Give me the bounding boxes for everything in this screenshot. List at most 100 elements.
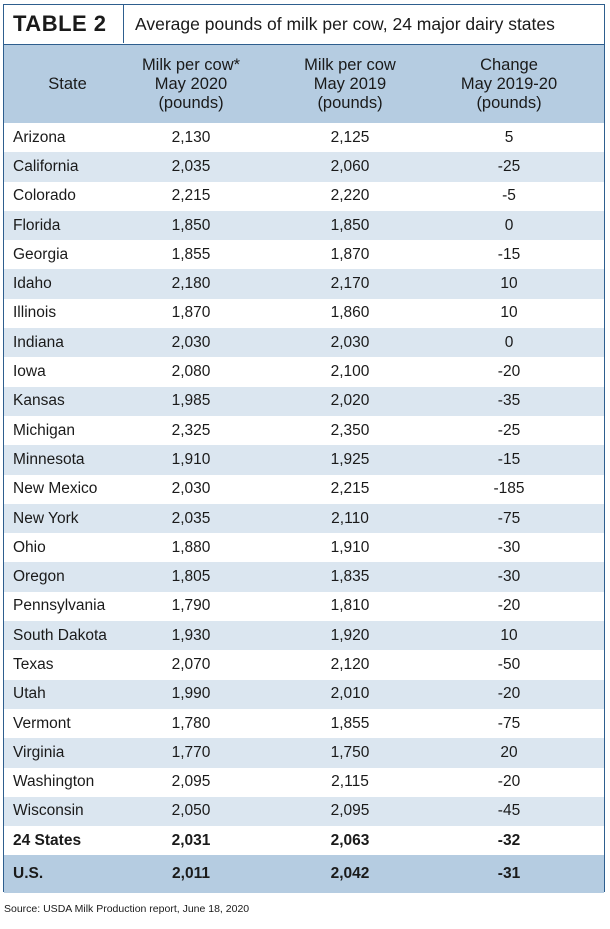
state-cell: Iowa [13,363,46,381]
state-cell: Michigan [13,421,76,439]
may2020-cell: 2,030 [171,480,211,498]
may2020-cell: 2,095 [171,773,211,791]
change-cell: -30 [497,568,521,586]
state-cell: U.S. [13,865,44,883]
table-row: Minnesota 1,910 1,925 -15 [4,445,604,475]
may2020-cell: 1,790 [171,597,211,615]
may2020-cell: 1,910 [171,450,211,468]
may2019-cell: 1,920 [330,626,370,644]
may2020-cell: 2,050 [171,802,211,820]
table-row: New Mexico 2,030 2,215 -185 [4,474,604,504]
may2020-cell: 2,011 [172,865,210,883]
state-cell: Ohio [13,538,46,556]
change-cell: -20 [497,685,521,703]
may2019-cell: 2,125 [330,128,370,146]
source-note: Source: USDA Milk Production report, Jun… [4,903,250,915]
may2019-cell: 1,750 [330,743,370,761]
may2020-cell: 2,080 [171,363,211,381]
change-cell: 10 [500,626,518,644]
column-header-line: May 2019 [313,74,387,93]
may2020-cell: 2,215 [171,187,211,205]
change-cell: 10 [500,304,518,322]
may2020-cell: 2,130 [171,128,211,146]
table-row: Florida 1,850 1,850 0 [4,210,604,241]
table-row: South Dakota 1,930 1,920 10 [4,621,604,651]
column-header-line: Milk per cow* [141,55,241,74]
change-cell: 10 [500,275,518,293]
change-cell: -75 [497,509,521,527]
table-row: California 2,035 2,060 -25 [4,152,604,182]
may2019-cell: 2,060 [330,157,370,175]
change-cell: 5 [504,128,514,146]
may2020-cell: 1,985 [171,392,211,410]
state-cell: California [13,157,79,175]
may2020-cell: 2,070 [171,655,211,673]
change-cell: -31 [497,865,521,883]
table-row: Pennsylvania 1,790 1,810 -20 [4,591,604,622]
column-header-state: State [4,45,131,123]
column-header-may2020: Milk per cow* May 2020 (pounds) [131,45,251,123]
may2019-cell: 1,860 [330,304,370,322]
may2020-cell: 2,030 [171,333,211,351]
may2020-cell: 2,035 [171,157,211,175]
state-cell: Wisconsin [13,802,84,820]
state-cell: Oregon [13,568,65,586]
table-row: Idaho 2,180 2,170 10 [4,269,604,299]
may2020-cell: 2,035 [171,509,211,527]
change-cell: -30 [497,538,521,556]
table-row: Wisconsin 2,050 2,095 -45 [4,796,604,827]
may2019-cell: 2,120 [330,655,370,673]
state-cell: Pennsylvania [13,597,106,615]
table-row: Washington 2,095 2,115 -20 [4,767,604,797]
table-row: Georgia 1,855 1,870 -15 [4,240,604,270]
may2020-cell: 2,031 [171,831,211,849]
state-cell: New York [13,509,79,527]
change-cell: -20 [497,363,521,381]
column-header-line: State [48,74,87,93]
may2019-cell: 1,925 [330,450,370,468]
change-cell: -20 [497,597,521,615]
may2020-cell: 1,855 [171,245,211,263]
change-cell: -5 [502,187,516,205]
state-cell: Texas [13,655,54,673]
may2019-cell: 1,910 [330,538,370,556]
table-row: Oregon 1,805 1,835 -30 [4,562,604,592]
may2019-cell: 1,810 [330,597,370,615]
state-cell: Vermont [13,714,71,732]
table-row: Michigan 2,325 2,350 -25 [4,415,604,446]
state-cell: Idaho [13,275,52,293]
column-header-line: (pounds) [158,93,224,112]
may2020-cell: 1,780 [171,714,211,732]
change-cell: -185 [493,480,525,498]
state-cell: Colorado [13,187,76,205]
may2020-cell: 1,805 [171,568,211,586]
may2019-cell: 2,350 [330,421,370,439]
table-row: New York 2,035 2,110 -75 [4,503,604,534]
total-row: 24 States 2,031 2,063 -32 [4,826,604,856]
table-row: Vermont 1,780 1,855 -75 [4,708,604,739]
state-cell: Indiana [13,333,64,351]
may2019-cell: 1,835 [330,568,370,586]
table-row: Arizona 2,130 2,125 5 [4,123,604,153]
may2020-cell: 1,880 [171,538,211,556]
state-cell: Illinois [13,304,57,322]
table-number: TABLE 2 [4,5,124,43]
may2019-cell: 1,850 [330,216,370,234]
table-frame: TABLE 2 Average pounds of milk per cow, … [3,4,605,894]
may2019-cell: 2,170 [330,275,370,293]
column-header-line: Change [480,55,538,74]
change-cell: -75 [497,714,521,732]
may2019-cell: 1,855 [330,714,370,732]
change-cell: -20 [497,773,521,791]
change-cell: -15 [497,450,521,468]
state-cell: Utah [13,685,46,703]
table-row: Iowa 2,080 2,100 -20 [4,357,604,387]
column-header-line: May 2020 [154,74,228,93]
may2019-cell: 2,020 [330,392,370,410]
table-row: Ohio 1,880 1,910 -30 [4,533,604,563]
may2020-cell: 1,770 [171,743,211,761]
table-body: Arizona 2,130 2,125 5 California 2,035 2,060 -2… [4,123,604,894]
table-row: Utah 1,990 2,010 -20 [4,679,604,709]
change-cell: -25 [497,157,521,175]
may2020-cell: 1,930 [171,626,211,644]
